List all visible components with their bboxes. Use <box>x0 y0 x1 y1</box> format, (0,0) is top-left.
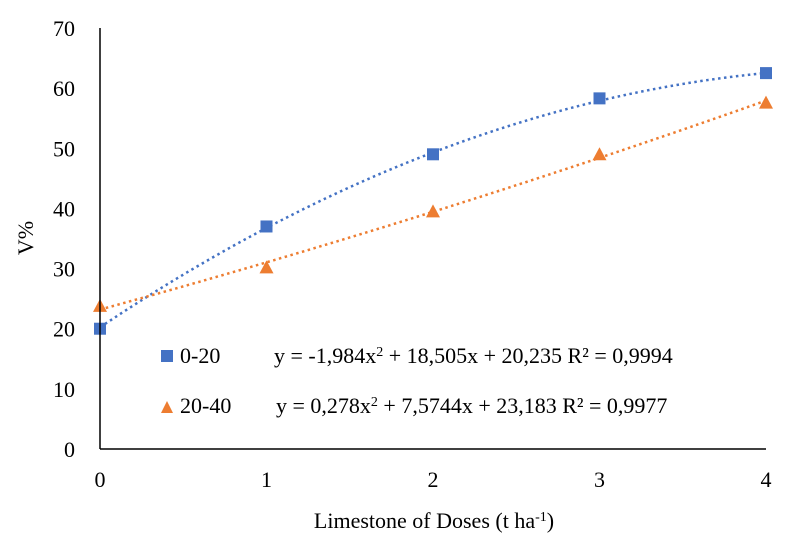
x-axis-title-close: ) <box>547 508 554 533</box>
data-points <box>93 67 773 335</box>
legend-item-20-40: 20-40 y = 0,278x2 + 7,5744x + 23,183 R² … <box>161 393 667 418</box>
legend-marker-triangle <box>161 401 173 413</box>
x-tick-label: 2 <box>428 467 439 492</box>
data-point-0-20 <box>427 148 439 161</box>
x-axis-title-main: Limestone of Doses (t ha <box>314 508 535 533</box>
data-point-20-40 <box>759 95 773 109</box>
equation-0-20-sup: 2 <box>376 345 383 360</box>
legend-label-20-40: 20-40 <box>180 393 231 418</box>
trendlines <box>99 71 767 329</box>
y-tick-label: 20 <box>53 317 75 342</box>
x-axis-title: Limestone of Doses (t ha-1) <box>314 508 554 533</box>
legend-item-0-20: 0-20 y = -1,984x2 + 18,505x + 20,235 R² … <box>161 343 673 368</box>
legend-marker-square <box>161 350 173 362</box>
y-tick-label: 60 <box>53 76 75 101</box>
legend-label-0-20: 0-20 <box>180 343 220 368</box>
equation-20-40-part1: y = 0,278x <box>276 393 371 418</box>
y-tick-label: 40 <box>53 196 75 221</box>
x-tick-label: 1 <box>261 467 272 492</box>
data-point-20-40 <box>259 260 274 274</box>
x-axis-title-sup: -1 <box>535 510 547 525</box>
equation-20-40-part2: + 7,5744x + 23,183 R² = 0,9977 <box>378 393 668 418</box>
data-point-0-20 <box>260 220 273 233</box>
y-axis-title: V% <box>13 221 38 255</box>
x-tick-label: 3 <box>594 467 605 492</box>
x-tick-label: 4 <box>761 467 772 492</box>
equation-20-40: y = 0,278x2 + 7,5744x + 23,183 R² = 0,99… <box>276 393 667 418</box>
data-point-0-20 <box>760 67 772 80</box>
trendline-20-40 <box>99 99 767 311</box>
y-tick-label: 30 <box>53 257 75 282</box>
y-tick-label: 50 <box>53 136 75 161</box>
equation-0-20-part1: y = -1,984x <box>274 343 376 368</box>
y-tick-label: 70 <box>53 16 75 41</box>
x-tick-labels: 0 1 2 3 4 <box>95 467 772 492</box>
equation-0-20: y = -1,984x2 + 18,505x + 20,235 R² = 0,9… <box>274 343 673 368</box>
y-tick-label: 0 <box>64 437 75 462</box>
x-tick-label: 0 <box>95 467 106 492</box>
equation-20-40-sup: 2 <box>371 395 378 410</box>
data-point-20-40 <box>592 147 607 161</box>
y-tick-label: 10 <box>53 377 75 402</box>
trendline-0-20 <box>99 71 767 329</box>
data-point-0-20 <box>593 92 606 105</box>
y-tick-labels: 0 10 20 30 40 50 60 70 <box>53 16 75 462</box>
legend: 0-20 y = -1,984x2 + 18,505x + 20,235 R² … <box>161 343 673 418</box>
data-point-20-40 <box>426 204 440 218</box>
equation-0-20-part2: + 18,505x + 20,235 R² = 0,9994 <box>383 343 673 368</box>
